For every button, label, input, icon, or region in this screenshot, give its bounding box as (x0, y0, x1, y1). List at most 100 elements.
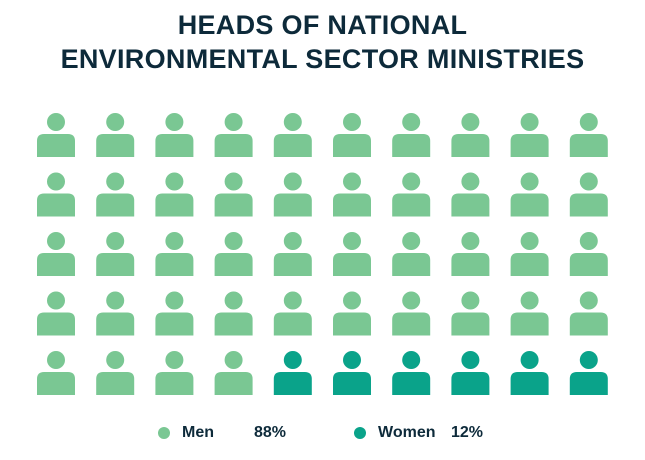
person-icon-men (392, 291, 431, 336)
person-body (510, 134, 549, 157)
person-icon-men (451, 113, 490, 157)
person-body (273, 253, 312, 276)
person-head (579, 291, 598, 310)
person-body (214, 372, 253, 395)
person-icon-men (333, 113, 371, 157)
person-icon-men (273, 291, 312, 336)
person-icon-men (96, 351, 135, 395)
person-head (402, 232, 421, 250)
person-icon-men (155, 232, 194, 276)
person-icon-men (37, 172, 75, 217)
person-body (96, 372, 135, 395)
person-head (402, 113, 421, 131)
person-icon-men (96, 172, 135, 217)
person-body (273, 193, 312, 217)
person-icon-men (569, 232, 608, 276)
person-head (224, 232, 243, 250)
person-head (461, 113, 480, 131)
person-head (461, 232, 480, 250)
chart-title-line-2: ENVIRONMENTAL SECTOR MINISTRIES (60, 44, 585, 74)
person-body (155, 372, 194, 395)
person-icon-men (569, 172, 608, 217)
person-head (224, 291, 243, 310)
person-icon-men (214, 113, 253, 157)
person-head (520, 172, 539, 191)
person-body (155, 134, 194, 157)
person-body (392, 193, 431, 217)
person-icon-men (155, 113, 194, 157)
person-body (96, 253, 135, 276)
person-head (520, 232, 539, 250)
person-head (165, 351, 184, 369)
person-body (451, 253, 490, 276)
person-head (283, 113, 302, 131)
person-head (165, 113, 184, 131)
person-head (47, 351, 65, 369)
legend-item-men: Men (158, 420, 214, 446)
person-icon-men (569, 291, 608, 336)
person-body (451, 312, 490, 336)
person-body (569, 134, 608, 157)
person-body (37, 372, 75, 395)
person-head (402, 172, 421, 191)
person-body (510, 193, 549, 217)
person-head (402, 291, 421, 310)
person-head (106, 232, 125, 250)
person-head (224, 113, 243, 131)
person-head (106, 291, 125, 310)
person-icon-women (510, 351, 549, 395)
person-body (214, 312, 253, 336)
person-icon-men (214, 291, 253, 336)
person-icon-men (510, 113, 549, 157)
person-body (510, 372, 549, 395)
person-icon-men (392, 172, 431, 217)
person-head (343, 232, 361, 250)
person-head (343, 113, 361, 131)
person-body (451, 193, 490, 217)
person-head (283, 172, 302, 191)
person-body (96, 312, 135, 336)
person-head (283, 351, 302, 369)
person-head (461, 351, 480, 369)
person-icon-men (96, 232, 135, 276)
person-head (461, 291, 480, 310)
person-head (343, 172, 361, 191)
legend-label-men: Men (182, 424, 214, 441)
person-body (392, 312, 431, 336)
person-icon-men (333, 232, 371, 276)
chart-title-line-1: HEADS OF NATIONAL (177, 10, 468, 40)
person-icon-men (37, 351, 75, 395)
legend-swatch-women (354, 427, 366, 439)
person-body (333, 134, 371, 157)
person-body (155, 312, 194, 336)
person-icon-men (273, 172, 312, 217)
person-icon-women (569, 351, 608, 395)
person-body (333, 312, 371, 336)
person-head (283, 291, 302, 310)
person-icon-men (510, 232, 549, 276)
person-icon-men (333, 172, 371, 217)
person-head (106, 351, 125, 369)
person-icon-men (37, 232, 75, 276)
person-head (579, 113, 598, 131)
person-icon-men (451, 232, 490, 276)
person-head (343, 351, 361, 369)
person-icon-men (96, 113, 135, 157)
person-head (224, 172, 243, 191)
person-body (37, 134, 75, 157)
person-icon-men (569, 113, 608, 157)
person-icon-women (273, 351, 312, 395)
person-icon-men (155, 351, 194, 395)
person-icon-men (510, 291, 549, 336)
person-body (96, 134, 135, 157)
person-icon-men (273, 232, 312, 276)
person-head (579, 172, 598, 191)
person-body (451, 134, 490, 157)
person-icon-men (37, 291, 75, 336)
person-body (214, 134, 253, 157)
person-body (273, 312, 312, 336)
person-head (106, 172, 125, 191)
person-head (579, 351, 598, 369)
person-body (392, 134, 431, 157)
